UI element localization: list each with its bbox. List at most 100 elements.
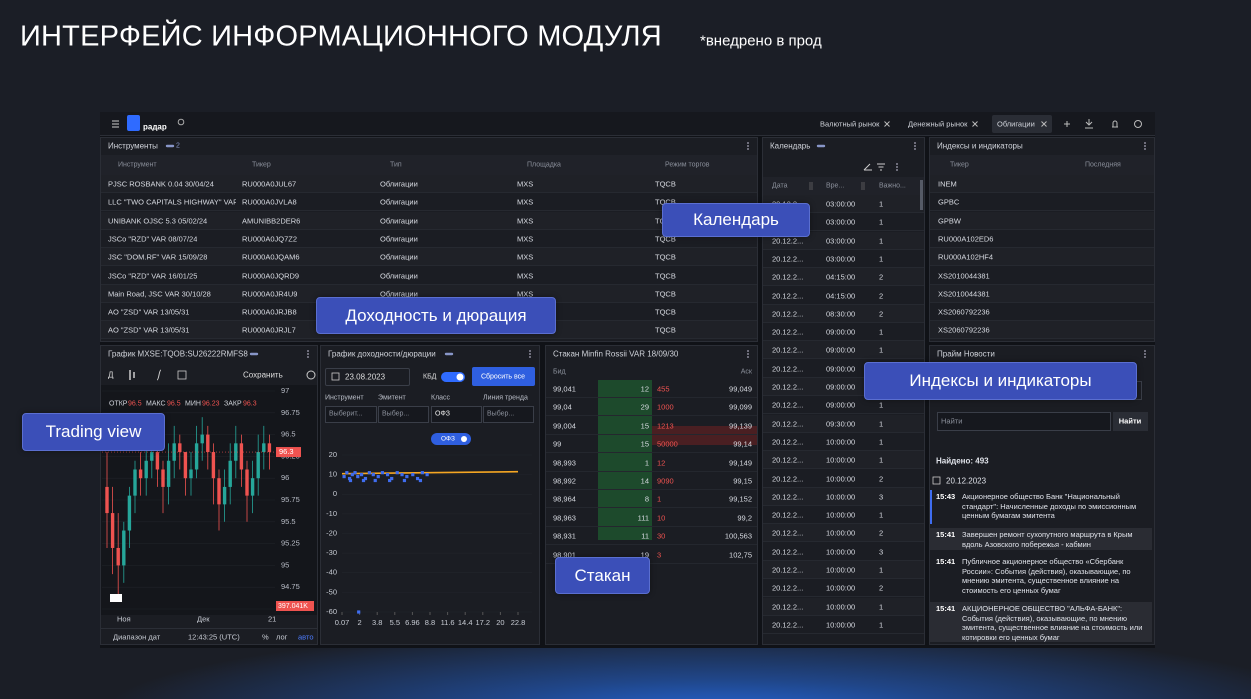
menu-icon[interactable]: [1144, 353, 1146, 355]
table-row[interactable]: [101, 211, 757, 230]
menu-icon[interactable]: [747, 142, 749, 144]
download-icon[interactable]: [1085, 119, 1093, 129]
menu-icon[interactable]: [747, 350, 749, 352]
tab[interactable]: Валютный рынок: [820, 119, 880, 129]
orderbook-row[interactable]: [546, 380, 757, 398]
menu-icon[interactable]: [1144, 145, 1146, 147]
menu-icon[interactable]: [914, 142, 916, 144]
menu-icon[interactable]: [529, 353, 531, 355]
bond-point[interactable]: [376, 474, 380, 479]
bond-point[interactable]: [345, 471, 349, 475]
filter-select[interactable]: [325, 406, 377, 423]
bond-point[interactable]: [357, 610, 361, 614]
close-icon[interactable]: [884, 121, 890, 127]
footer-control[interactable]: %: [262, 632, 269, 642]
menu-icon[interactable]: [529, 356, 531, 358]
date-input[interactable]: [325, 368, 410, 386]
indicator-icon[interactable]: [156, 369, 162, 381]
table-row[interactable]: [930, 211, 1154, 230]
chip-close[interactable]: [461, 436, 467, 442]
menu-icon[interactable]: [1144, 350, 1146, 352]
table-row[interactable]: [101, 193, 757, 212]
table-row[interactable]: [930, 284, 1154, 303]
table-row[interactable]: [101, 266, 757, 285]
filter-icon[interactable]: [877, 163, 885, 171]
orderbook-row[interactable]: [546, 454, 757, 472]
bond-point[interactable]: [400, 473, 404, 477]
table-row[interactable]: [763, 323, 924, 342]
footer-control[interactable]: авто: [298, 632, 314, 642]
search-button-label[interactable]: Найти: [1118, 416, 1142, 426]
bond-point[interactable]: [356, 474, 360, 479]
menu-icon[interactable]: [896, 163, 898, 165]
user-icon[interactable]: [1134, 120, 1142, 128]
table-row[interactable]: [763, 597, 924, 616]
bond-point[interactable]: [342, 474, 346, 479]
bond-point[interactable]: [395, 471, 399, 475]
table-row[interactable]: [763, 396, 924, 415]
filter-select[interactable]: [378, 406, 429, 423]
news-item[interactable]: [930, 528, 1152, 550]
settings-icon[interactable]: [306, 370, 316, 380]
bond-point[interactable]: [363, 476, 368, 481]
menu-icon[interactable]: [529, 350, 531, 352]
bond-point[interactable]: [373, 478, 377, 483]
column-header[interactable]: Инструмент: [118, 161, 157, 169]
footer-control[interactable]: лог: [276, 632, 288, 642]
save-button[interactable]: Сохранить: [243, 370, 283, 380]
bond-point[interactable]: [405, 474, 409, 479]
news-search[interactable]: [937, 412, 1111, 431]
add-tab-icon[interactable]: [1064, 121, 1070, 127]
menu-icon[interactable]: [747, 356, 749, 358]
search-button[interactable]: [1113, 412, 1148, 431]
bond-point[interactable]: [425, 473, 429, 477]
bond-point[interactable]: [348, 478, 353, 483]
bond-point[interactable]: [359, 473, 364, 477]
layout-icon[interactable]: [177, 370, 187, 380]
table-row[interactable]: [763, 469, 924, 488]
table-row[interactable]: [930, 229, 1154, 248]
interval-button[interactable]: Д: [108, 370, 114, 380]
bond-point[interactable]: [390, 476, 394, 481]
filter-select[interactable]: [431, 406, 482, 423]
table-row[interactable]: [763, 542, 924, 561]
column-header[interactable]: Площадка: [527, 161, 561, 169]
table-row[interactable]: [930, 303, 1154, 322]
bond-point[interactable]: [347, 476, 352, 481]
table-row[interactable]: [930, 266, 1154, 285]
menu-icon[interactable]: [747, 148, 749, 150]
menu-icon[interactable]: [747, 353, 749, 355]
menu-icon[interactable]: [1144, 148, 1146, 150]
column-header[interactable]: Вре...: [826, 182, 845, 190]
footer-control[interactable]: Диапазон дат: [113, 632, 161, 642]
table-row[interactable]: [763, 579, 924, 598]
menu-icon[interactable]: [747, 145, 749, 147]
table-row[interactable]: [101, 175, 757, 193]
bond-point[interactable]: [402, 478, 407, 483]
bond-point[interactable]: [353, 471, 357, 475]
filter-chip[interactable]: [431, 433, 471, 445]
tab[interactable]: Облигации: [997, 119, 1035, 129]
column-header[interactable]: Тикер: [252, 161, 271, 169]
column-header[interactable]: Тип: [390, 161, 402, 169]
orderbook-row[interactable]: [546, 435, 757, 454]
column-header[interactable]: Важно...: [879, 182, 906, 190]
column-header[interactable]: Последняя: [1085, 161, 1121, 169]
orderbook-row[interactable]: [546, 490, 757, 509]
orderbook-row[interactable]: [546, 472, 757, 490]
table-row[interactable]: [763, 451, 924, 470]
table-row[interactable]: [763, 249, 924, 268]
bell-icon[interactable]: [1112, 120, 1118, 128]
column-header[interactable]: Дата: [772, 182, 788, 190]
table-row[interactable]: [930, 321, 1154, 340]
bond-point[interactable]: [371, 473, 375, 477]
bond-point[interactable]: [420, 471, 424, 475]
orderbook-row[interactable]: [546, 398, 757, 417]
menu-icon[interactable]: [914, 145, 916, 147]
reset-button[interactable]: [472, 367, 535, 386]
menu-icon[interactable]: [1144, 142, 1146, 144]
table-row[interactable]: [763, 341, 924, 360]
bond-point[interactable]: [361, 478, 366, 483]
news-item[interactable]: [930, 602, 1152, 642]
menu-icon[interactable]: [307, 356, 309, 358]
